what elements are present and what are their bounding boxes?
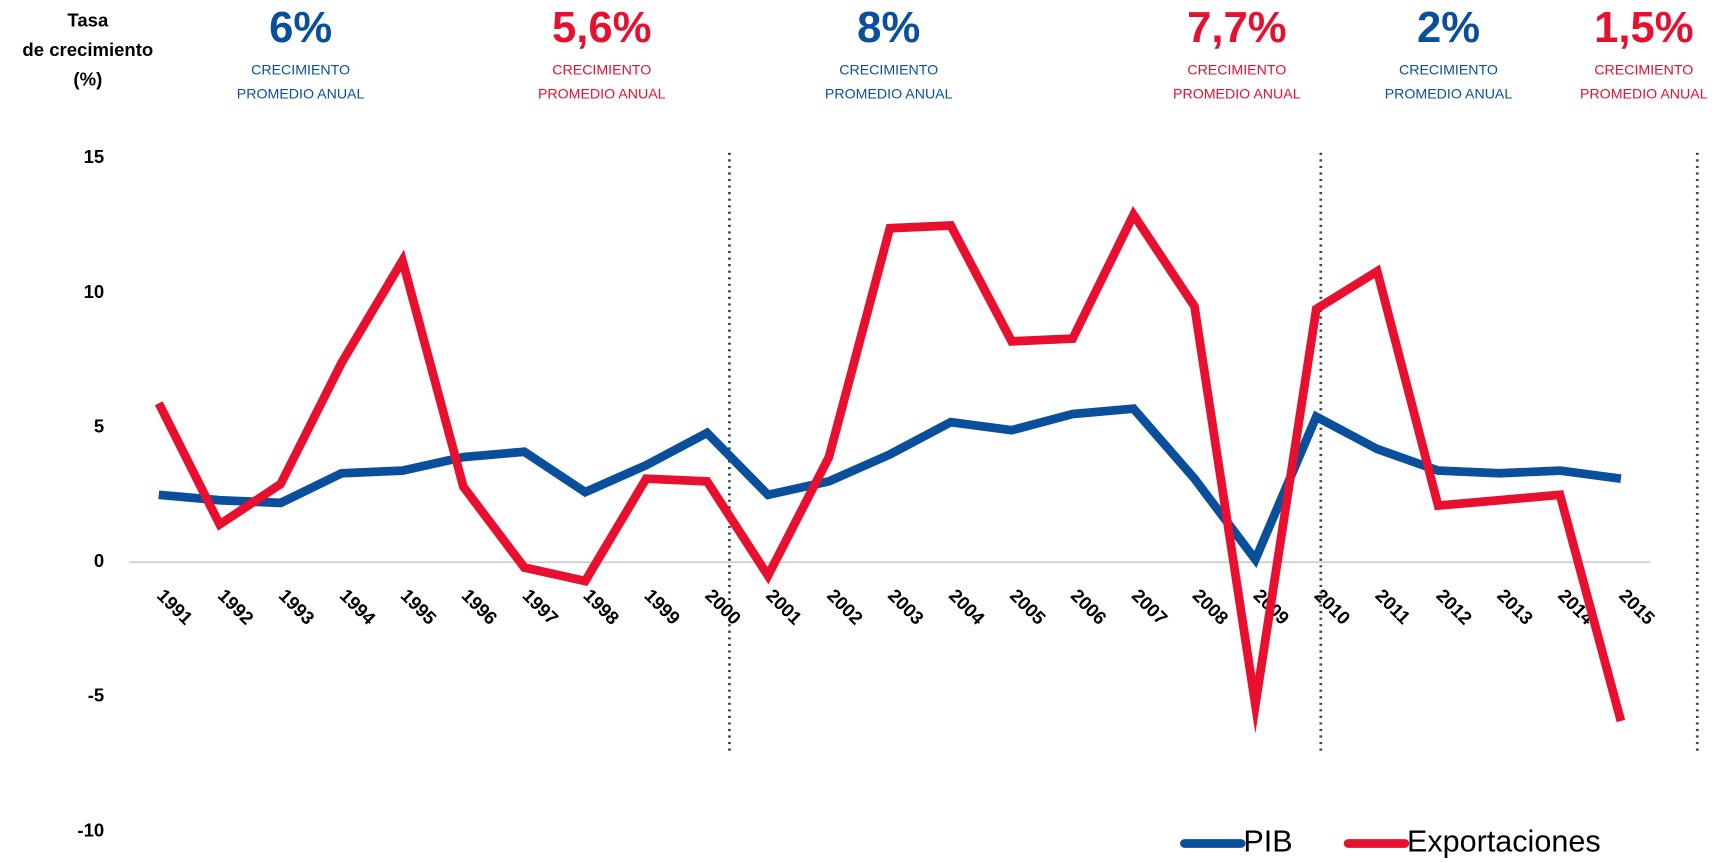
annotation-text: CRECIMIENTO <box>839 63 938 79</box>
x-tick-label: 2002 <box>823 585 867 629</box>
x-tick-label: 2010 <box>1311 585 1355 629</box>
annotation-value: 1,5% <box>1594 3 1693 52</box>
annotation-value: 2% <box>1417 3 1480 52</box>
annotation-value: 6% <box>269 3 332 52</box>
annotation-text: CRECIMIENTO <box>1594 63 1693 79</box>
y-tick-label: -5 <box>88 685 104 706</box>
annotation-text: PROMEDIO ANUAL <box>1385 87 1513 103</box>
x-tick-label: 2004 <box>945 585 989 629</box>
annotation-text: CRECIMIENTO <box>251 63 350 79</box>
y-tick-label: 0 <box>94 550 104 571</box>
x-tick-label: 1991 <box>153 585 197 629</box>
series-line <box>154 206 1626 734</box>
x-tick-label: 1999 <box>640 585 684 629</box>
annotation-text: CRECIMIENTO <box>1187 63 1286 79</box>
y-tick-label: 15 <box>84 146 105 167</box>
x-tick-label: 2011 <box>1371 585 1414 628</box>
series-line <box>158 404 1622 569</box>
x-tick-label: 1997 <box>519 585 563 629</box>
y-tick-label: -10 <box>77 819 104 840</box>
x-tick-label: 2006 <box>1067 585 1111 629</box>
x-tick-label: 2015 <box>1615 585 1659 629</box>
annotation-text: PROMEDIO ANUAL <box>825 87 953 103</box>
x-tick-label: 1996 <box>458 585 502 629</box>
legend-label: PIB <box>1243 825 1292 859</box>
y-label: (%) <box>73 69 102 90</box>
y-label: Tasa <box>67 10 109 31</box>
annotation-value: 5,6% <box>552 3 651 52</box>
x-tick-label: 2012 <box>1432 585 1476 629</box>
y-label: de crecimiento <box>22 39 153 60</box>
annotation-text: PROMEDIO ANUAL <box>538 87 666 103</box>
x-tick-label: 2001 <box>762 585 806 629</box>
x-tick-label: 1995 <box>397 585 441 629</box>
annotation-value: 7,7% <box>1187 3 1286 52</box>
annotation-text: PROMEDIO ANUAL <box>1173 87 1301 103</box>
y-tick-label: 5 <box>94 415 104 436</box>
x-tick-label: 1998 <box>579 585 623 629</box>
annotation-text: CRECIMIENTO <box>552 63 651 79</box>
annotation-text: CRECIMIENTO <box>1399 63 1498 79</box>
x-tick-label: 1994 <box>336 585 380 629</box>
annotation-text: PROMEDIO ANUAL <box>1580 87 1708 103</box>
x-tick-label: 2007 <box>1128 585 1172 629</box>
annotation-text: PROMEDIO ANUAL <box>237 87 365 103</box>
annotation-value: 8% <box>857 3 920 52</box>
x-tick-label: 1992 <box>214 585 258 629</box>
x-tick-label: 2008 <box>1189 585 1233 629</box>
x-tick-label: 2005 <box>1006 585 1050 629</box>
x-tick-label: 2013 <box>1493 585 1537 629</box>
x-tick-label: 2000 <box>701 585 745 629</box>
x-tick-label: 1993 <box>275 585 319 629</box>
y-tick-label: 10 <box>84 281 105 302</box>
x-tick-label: 2003 <box>884 585 928 629</box>
legend-label: Exportaciones <box>1407 825 1601 859</box>
